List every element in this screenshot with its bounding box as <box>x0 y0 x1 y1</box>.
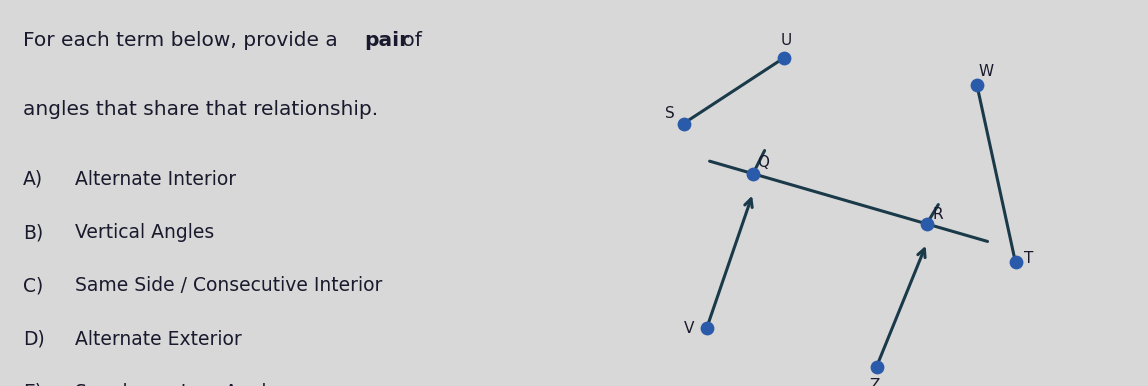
Text: U: U <box>781 33 791 48</box>
Point <box>917 221 936 227</box>
Text: angles that share that relationship.: angles that share that relationship. <box>23 100 378 119</box>
Text: Z: Z <box>869 379 879 386</box>
Text: R: R <box>933 207 944 222</box>
Text: T: T <box>1024 251 1033 266</box>
Point <box>698 325 716 331</box>
Text: pair: pair <box>365 31 410 50</box>
Text: Supplementary Angles: Supplementary Angles <box>75 383 287 386</box>
Point <box>674 120 692 127</box>
Point <box>868 364 886 370</box>
Text: E): E) <box>23 383 42 386</box>
Text: D): D) <box>23 330 45 349</box>
Text: V: V <box>684 321 695 335</box>
Text: Alternate Interior: Alternate Interior <box>75 170 235 189</box>
Text: of: of <box>396 31 422 50</box>
Text: S: S <box>665 107 675 121</box>
Text: Vertical Angles: Vertical Angles <box>75 223 214 242</box>
Point <box>968 82 986 88</box>
Text: Alternate Exterior: Alternate Exterior <box>75 330 241 349</box>
Text: A): A) <box>23 170 44 189</box>
Point <box>775 55 793 61</box>
Text: C): C) <box>23 276 44 295</box>
Text: Q: Q <box>757 155 769 169</box>
Text: For each term below, provide a: For each term below, provide a <box>23 31 344 50</box>
Text: Same Side / Consecutive Interior: Same Side / Consecutive Interior <box>75 276 382 295</box>
Text: W: W <box>979 64 994 79</box>
Text: B): B) <box>23 223 44 242</box>
Point <box>1007 259 1025 266</box>
Point <box>744 171 762 177</box>
